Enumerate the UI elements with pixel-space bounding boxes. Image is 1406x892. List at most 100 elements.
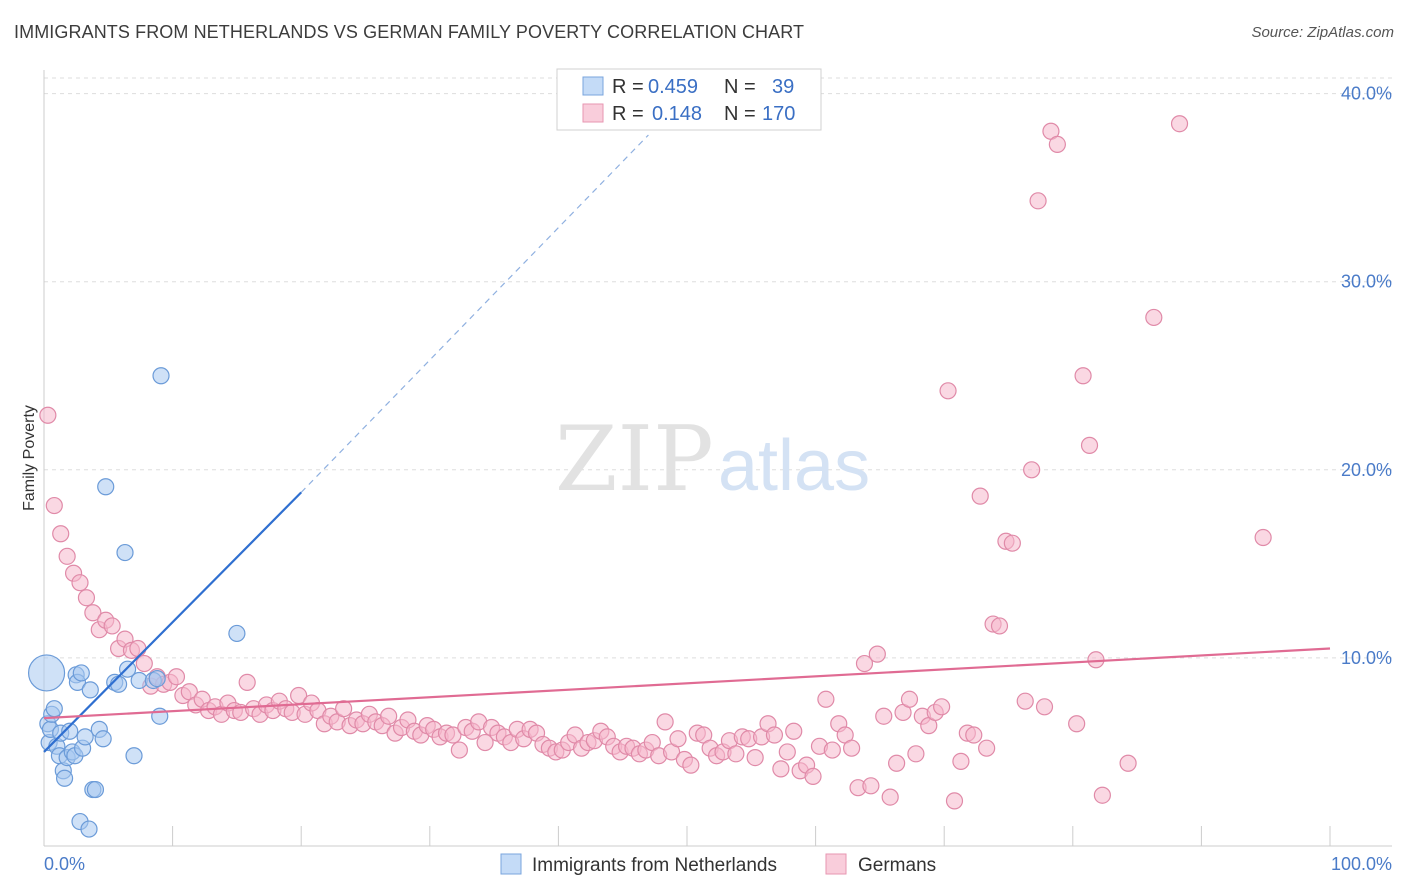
germans-point-121: [817, 690, 835, 708]
bottom-legend: Immigrants from Netherlands Germans: [500, 853, 936, 876]
germans-point-64: [450, 741, 468, 759]
germans-point-140: [939, 382, 957, 400]
grid-lines: [44, 77, 1392, 659]
germans-point-3: [58, 547, 76, 565]
germans-point-46: [335, 700, 353, 718]
legend-r-label-2: R =: [612, 103, 644, 125]
legend-r-value-2: 0.148: [652, 103, 702, 125]
netherlands-point-22: [81, 681, 99, 699]
legend-n-value-2: 170: [762, 103, 795, 125]
y-axis-title: Family Poverty: [21, 405, 38, 511]
germans-point-14: [129, 639, 147, 658]
germans-point-5: [71, 574, 89, 592]
netherlands-point-38: [228, 624, 246, 643]
netherlands-point-37: [152, 367, 170, 385]
chart-source: Source: ZipAtlas.com: [1251, 24, 1394, 41]
germans-point-150: [1003, 534, 1021, 552]
netherlands-point-0: [27, 654, 66, 692]
germans-point-132: [888, 754, 906, 772]
germans-point-107: [727, 745, 745, 763]
germans-point-63: [444, 726, 462, 744]
trend-germans: [43, 647, 1331, 720]
x-tick-label-max: 100.0%: [1331, 854, 1392, 874]
y-tick-label-30: 30.0%: [1341, 272, 1392, 292]
netherlands-point-26: [94, 730, 112, 748]
legend-n-label-1: N =: [724, 76, 756, 98]
netherlands-point-35: [148, 669, 166, 688]
germans-point-122: [823, 741, 841, 759]
watermark-atlas: atlas: [718, 426, 870, 506]
netherlands-point-30: [116, 543, 134, 562]
germans-point-0: [39, 406, 57, 424]
germans-point-146: [978, 739, 996, 757]
germans-point-154: [1035, 698, 1054, 716]
bottom-legend-swatch-netherlands: [500, 853, 522, 875]
trend-lines-top: [43, 134, 1331, 753]
germans-point-100: [682, 756, 700, 774]
germans-point-141: [945, 792, 964, 810]
germans-point-15: [135, 654, 153, 673]
germans-point-6: [77, 589, 96, 607]
germans-point-115: [778, 743, 796, 761]
germans-point-152: [1023, 461, 1041, 479]
germans-point-110: [746, 748, 764, 767]
germans-point-7: [84, 604, 102, 622]
bottom-legend-swatch-germans: [825, 853, 847, 875]
germans-point-2: [52, 525, 70, 543]
y-tick-label-40: 40.0%: [1341, 84, 1392, 104]
germans-point-128: [862, 777, 880, 795]
trend-netherlands: [43, 491, 302, 753]
y-tick-label-10: 10.0%: [1341, 648, 1392, 668]
germans-point-134: [900, 690, 919, 708]
germans-point-119: [804, 767, 822, 786]
germans-point-10: [103, 617, 121, 635]
netherlands-point-18: [72, 664, 90, 682]
legend-n-value-1: 39: [772, 76, 794, 98]
germans-point-163: [1145, 308, 1163, 327]
germans-point-98: [669, 730, 687, 748]
germans-point-144: [965, 726, 983, 744]
germans-point-156: [1048, 135, 1066, 154]
germans-point-53: [380, 707, 398, 725]
netherlands-point-32: [125, 747, 143, 765]
germans-point-151: [1016, 692, 1034, 710]
watermark-zip: ZIP: [555, 407, 714, 512]
netherlands-point-20: [76, 728, 94, 746]
chart-title: IMMIGRANTS FROM NETHERLANDS VS GERMAN FA…: [14, 22, 805, 42]
germans-point-1: [45, 496, 63, 515]
legend-r-label-1: R =: [612, 76, 644, 98]
netherlands-point-24: [86, 780, 105, 799]
germans-point-161: [1093, 786, 1111, 804]
x-tick-label-min: 0.0%: [44, 854, 85, 874]
series-netherlands: [27, 367, 246, 838]
germans-point-113: [765, 726, 784, 744]
x-ticks: [43, 826, 1331, 846]
germans-point-145: [971, 487, 989, 505]
germans-point-68: [476, 733, 494, 752]
netherlands-point-10: [55, 769, 74, 787]
bottom-legend-label-netherlands: Immigrants from Netherlands: [532, 855, 777, 876]
germans-point-31: [238, 673, 256, 691]
germans-point-142: [952, 752, 970, 770]
legend-n-label-2: N =: [724, 103, 756, 125]
netherlands-point-29: [109, 675, 128, 693]
netherlands-point-5: [45, 700, 63, 718]
germans-point-158: [1074, 367, 1092, 385]
germans-point-139: [933, 698, 951, 716]
legend-swatch-netherlands: [582, 76, 604, 96]
legend-swatch-germans: [582, 103, 604, 123]
germans-point-131: [881, 788, 899, 806]
germans-point-114: [772, 760, 790, 778]
netherlands-point-27: [97, 478, 115, 496]
germans-point-130: [875, 707, 893, 725]
germans-point-165: [1254, 528, 1272, 547]
germans-point-116: [785, 722, 803, 740]
germans-point-96: [656, 713, 674, 731]
germans-point-148: [990, 617, 1009, 635]
germans-point-153: [1029, 192, 1047, 210]
germans-point-135: [907, 745, 925, 763]
germans-point-125: [843, 739, 861, 757]
germans-point-127: [855, 654, 874, 673]
germans-point-159: [1080, 436, 1099, 454]
